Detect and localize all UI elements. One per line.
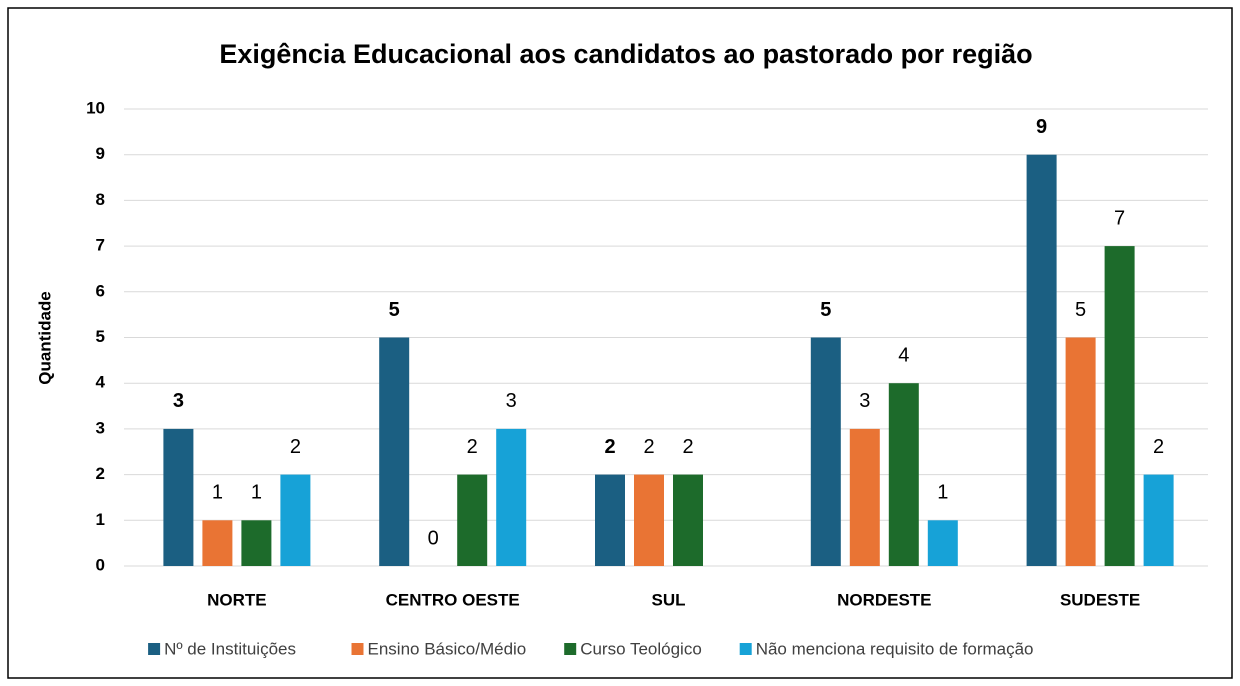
legend-label: Não menciona requisito de formação xyxy=(756,639,1034,658)
bar xyxy=(163,428,194,566)
value-label: 3 xyxy=(506,390,517,412)
legend-label: Curso Teológico xyxy=(580,639,702,658)
bar xyxy=(1104,246,1135,566)
value-label: 3 xyxy=(859,390,870,412)
bar xyxy=(1026,154,1057,566)
y-tick-label: 4 xyxy=(96,373,106,392)
value-label: 2 xyxy=(682,436,693,458)
legend-swatch xyxy=(351,643,364,655)
bar xyxy=(1143,474,1174,566)
value-label: 2 xyxy=(643,436,654,458)
value-label: 4 xyxy=(898,344,909,366)
y-tick-label: 10 xyxy=(86,98,105,117)
bar xyxy=(202,520,233,566)
y-tick-label: 2 xyxy=(96,464,105,483)
bar xyxy=(595,474,625,566)
bar xyxy=(673,474,703,566)
value-label: 5 xyxy=(1075,299,1086,321)
bar xyxy=(849,428,880,566)
legend-swatch xyxy=(564,643,577,655)
legend-label: Nº de Instituições xyxy=(164,639,296,658)
value-label: 5 xyxy=(820,299,831,321)
bar xyxy=(634,474,664,566)
x-tick-label: SUDESTE xyxy=(1060,590,1140,609)
chart-title: Exigência Educacional aos candidatos ao … xyxy=(219,39,1032,69)
value-label: 2 xyxy=(290,436,301,458)
value-label: 2 xyxy=(467,436,478,458)
x-tick-label: NORDESTE xyxy=(837,590,931,609)
x-tick-label: NORTE xyxy=(207,590,267,609)
bar xyxy=(810,337,841,566)
value-label: 1 xyxy=(251,482,262,504)
bar xyxy=(280,474,311,566)
bar xyxy=(496,428,527,566)
value-label: 1 xyxy=(212,482,223,504)
value-label: 3 xyxy=(173,390,184,412)
legend-swatch xyxy=(739,643,752,655)
y-axis-label: Quantidade xyxy=(35,291,54,385)
value-label: 7 xyxy=(1114,207,1125,229)
x-tick-label: SUL xyxy=(652,590,686,609)
y-tick-label: 1 xyxy=(96,510,105,529)
bar xyxy=(1065,337,1096,566)
value-label: 9 xyxy=(1036,116,1047,138)
y-tick-label: 3 xyxy=(96,418,105,437)
value-label: 5 xyxy=(389,299,400,321)
legend-label: Ensino Básico/Médio xyxy=(368,639,527,658)
x-tick-label: CENTRO OESTE xyxy=(386,590,520,609)
value-label: 0 xyxy=(428,527,439,549)
y-tick-label: 7 xyxy=(96,236,105,255)
bar xyxy=(888,383,919,566)
bar xyxy=(241,520,272,566)
value-label: 2 xyxy=(1153,436,1164,458)
y-tick-label: 6 xyxy=(96,281,105,300)
bar xyxy=(457,474,488,566)
bar xyxy=(927,520,958,566)
y-tick-label: 0 xyxy=(96,555,105,574)
bar xyxy=(379,337,410,566)
value-label: 2 xyxy=(604,436,615,458)
y-tick-label: 8 xyxy=(96,190,105,209)
value-label: 1 xyxy=(937,482,948,504)
y-tick-label: 5 xyxy=(96,327,105,346)
y-tick-label: 9 xyxy=(96,144,105,163)
legend-swatch xyxy=(148,643,161,655)
